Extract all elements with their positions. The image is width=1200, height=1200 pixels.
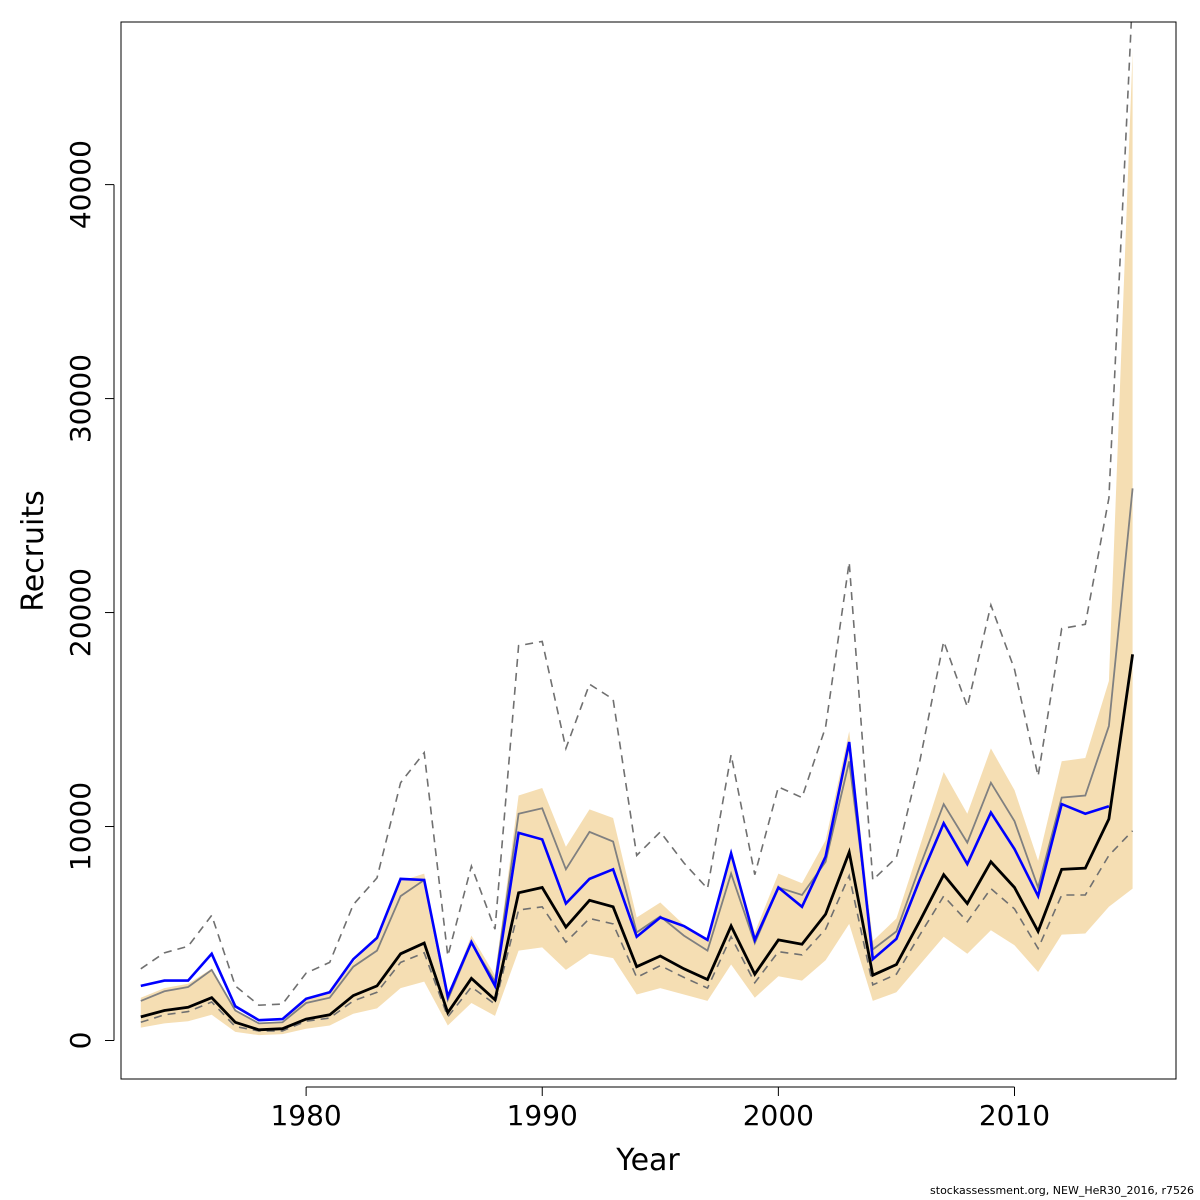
plot-area [140, 22, 1134, 1036]
x-axis: 1980 1990 2000 2010 [270, 1086, 1050, 1132]
y-tick-label: 40000 [64, 140, 97, 229]
series-lower-dashed [140, 830, 1134, 1032]
footer-note: stockassessment.org, NEW_HeR30_2016, r75… [930, 1184, 1194, 1197]
series-layer [140, 22, 1134, 1036]
y-tick-label: 20000 [64, 568, 97, 657]
y-axis-label: Recruits [16, 490, 51, 612]
x-tick-label: 1990 [507, 1099, 578, 1132]
y-tick-label: 10000 [64, 782, 97, 871]
series-upper-dashed [140, 22, 1133, 1007]
x-tick-label: 2000 [743, 1099, 814, 1132]
x-tick-label: 2010 [979, 1099, 1050, 1132]
y-tick-label: 0 [64, 1032, 97, 1050]
series-blue-line [140, 741, 1110, 1022]
x-axis-label: Year [615, 1143, 680, 1178]
plot-frame [120, 21, 1177, 1080]
series-grey-line [140, 488, 1134, 1025]
y-tick-label: 30000 [64, 354, 97, 443]
series-black-line [140, 654, 1134, 1032]
y-axis: 0 10000 20000 30000 40000 [64, 140, 115, 1050]
x-tick-label: 1980 [270, 1099, 341, 1132]
confidence-band [140, 52, 1133, 1036]
